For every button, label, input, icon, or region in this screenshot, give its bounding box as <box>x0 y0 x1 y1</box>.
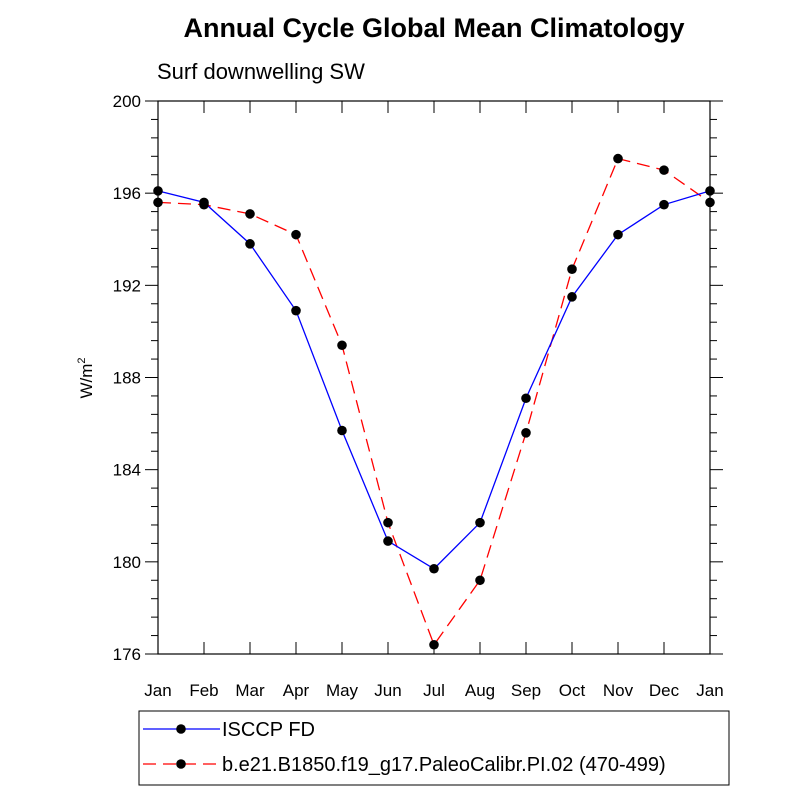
series-0-point <box>337 425 347 436</box>
series-0-point <box>383 536 393 546</box>
x-tick-label: Mar <box>235 681 265 700</box>
legend-marker-0 <box>176 724 186 734</box>
x-tick-label: Jun <box>374 681 401 700</box>
y-axis-label-base: W/m <box>77 364 96 399</box>
x-tick-label: May <box>326 681 359 700</box>
series-0-point <box>291 305 301 316</box>
x-tick-label: Aug <box>465 681 495 700</box>
series-1-point <box>383 517 393 528</box>
series-1-point <box>613 153 623 164</box>
series-0-point <box>659 199 669 210</box>
x-tick-label: Feb <box>189 681 218 700</box>
series-1-point <box>567 264 577 275</box>
x-tick-label: Sep <box>511 681 541 700</box>
chart-subtitle: Surf downwelling SW <box>157 59 365 84</box>
y-tick-label: 176 <box>113 645 141 664</box>
y-tick-label: 188 <box>113 369 141 388</box>
legend-label-1: b.e21.B1850.f19_g17.PaleoCalibr.PI.02 (4… <box>222 754 666 776</box>
y-tick-label: 192 <box>113 276 141 295</box>
y-tick-label: 184 <box>113 461 141 480</box>
chart-title: Annual Cycle Global Mean Climatology <box>183 13 684 43</box>
series-0-point <box>567 292 577 302</box>
legend-label-0: ISCCP FD <box>222 719 315 741</box>
y-tick-label: 200 <box>113 92 141 111</box>
x-tick-label: Jul <box>423 681 445 700</box>
x-tick-label: Oct <box>559 681 586 700</box>
series-1-point <box>521 428 531 438</box>
y-axis-label: W/m2 <box>76 357 96 398</box>
axis-labels: 176 180 184 188 192 196 200 Jan Feb Mar Apr May Jun J… <box>113 92 724 700</box>
plot-frame <box>157 100 711 655</box>
x-tick-label: Apr <box>283 681 310 700</box>
series-1-point <box>291 229 301 240</box>
series-0-point <box>475 517 485 528</box>
y-tick-label: 180 <box>113 553 141 572</box>
series-1-point <box>245 209 255 219</box>
legend-marker-1 <box>176 759 186 769</box>
series-layer <box>153 153 715 650</box>
series-0-point <box>521 393 531 404</box>
series-0-point <box>613 229 623 240</box>
legend-box <box>138 710 730 786</box>
series-0-point <box>245 239 255 249</box>
legend: ISCCP FD b.e21.B1850.f19_g17.PaleoCalibr.… <box>138 710 730 786</box>
x-tick-label: Dec <box>649 681 680 700</box>
x-tick-label: Jan <box>696 681 723 700</box>
y-tick-label: 196 <box>113 184 141 203</box>
series-1-point <box>659 165 669 175</box>
series-0-point <box>429 563 439 574</box>
x-tick-label: Nov <box>603 681 634 700</box>
series-1-point <box>475 575 485 586</box>
x-tick-label: Jan <box>144 681 171 700</box>
series-1-point <box>337 340 347 351</box>
y-axis-label-sup: 2 <box>76 357 88 363</box>
series-1-point <box>429 639 439 650</box>
series-line-0 <box>157 190 711 570</box>
series-1-point <box>199 199 209 210</box>
